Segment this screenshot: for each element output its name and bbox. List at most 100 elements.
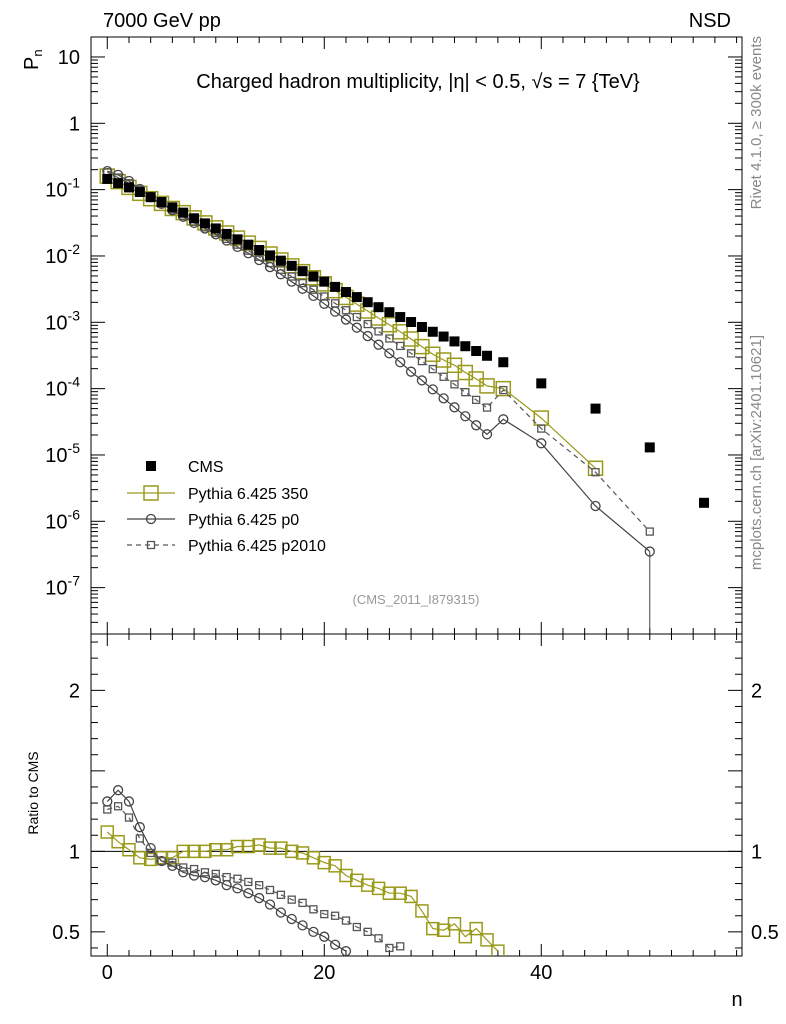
data-point [210,875,221,886]
data-point [124,813,134,822]
side-label-top: Rivet 4.1.0, ≥ 300k events [748,36,765,209]
data-point [102,796,113,807]
data-point [178,867,189,878]
y-tick-label: 10-7 [45,573,80,600]
data-point [350,873,364,888]
data-point [479,378,495,394]
data-point [244,877,253,887]
data-point [382,886,397,900]
data-point [495,380,512,397]
data-point [286,276,297,287]
y-tick-label: 1 [69,113,80,135]
data-point [330,911,340,920]
data-point [491,944,505,956]
data-point [471,420,482,431]
data-point [482,350,493,361]
data-point [309,905,318,914]
series-line [107,170,651,552]
data-point [287,272,296,281]
svg-text:Pn: Pn [21,49,45,70]
data-point [156,197,167,208]
data-point [458,929,473,944]
data-point [112,785,124,796]
data-point [384,307,395,318]
data-point [189,213,200,224]
y-tick-label: 10-6 [45,506,80,533]
data-point [385,334,394,343]
y-tick-label: 10-3 [45,307,80,334]
data-point [211,869,220,879]
data-point [415,904,429,918]
data-point [472,395,481,405]
data-point [254,254,265,266]
data-point [352,922,361,932]
data-point [340,946,352,956]
data-point [427,326,438,337]
top-panel: 10 1 10-1 10-2 10-3 10-4 10-5 10-6 10-7 [45,36,743,635]
data-point [396,341,405,351]
data-point [439,372,448,381]
data-point [199,218,210,229]
data-point [308,290,319,302]
data-point [146,461,156,471]
y-tick-label: 0.5 [52,922,80,944]
data-point [113,802,123,811]
data-point [480,933,494,947]
data-point [100,825,115,839]
data-point [306,851,321,865]
data-point [143,485,159,501]
data-point [374,327,383,336]
y-tick-label-right: 2 [751,680,762,702]
legend-label: Pythia 6.425 p0 [188,512,299,529]
data-point [373,302,384,313]
y-tick-label: 10-1 [45,175,80,202]
plot-title: Charged hadron multiplicity, |η| < 0.5, … [196,71,640,93]
data-point [449,336,460,347]
ratio-panel: 0 20 40 0.5 0.5 1 1 2 2 [52,633,779,984]
data-point [200,868,210,877]
data-point [123,182,134,193]
y-axis-label-bottom: Ratio to CMS [25,751,41,834]
data-point [134,187,145,198]
data-point [590,403,601,414]
data-point [371,881,386,896]
data-point [374,934,383,943]
legend: CMS Pythia 6.425 350 Pythia 6.425 p0 Pythia… [127,459,326,555]
data-point [154,851,169,865]
data-point [265,885,275,895]
data-point [134,822,145,833]
data-point [481,429,493,440]
data-point [536,438,547,449]
data-point [179,863,188,872]
data-point [188,870,200,881]
data-point [135,834,144,843]
data-point [187,844,201,859]
data-point [252,838,266,852]
header-left: 7000 GeV pp [103,10,221,32]
y-tick-label-right: 1 [751,841,762,863]
data-point [438,393,449,404]
data-point [591,468,600,477]
data-point [351,292,362,303]
data-point [536,378,547,389]
data-point [176,844,190,859]
data-point [393,886,407,900]
data-point [384,348,395,359]
data-point [319,931,330,942]
x-tick-label: 0 [102,962,113,984]
data-point [297,283,308,294]
data-point [275,255,286,266]
data-point [308,271,319,282]
data-point [264,899,276,910]
y-tick-label: 2 [69,680,80,702]
y-tick-label: 10-2 [45,241,80,268]
x-tick-label: 20 [313,962,335,984]
data-point [222,872,231,882]
legend-label: Pythia 6.425 p2010 [188,538,326,555]
data-point [395,312,406,323]
data-point [699,497,710,508]
data-point [298,278,307,288]
data-point [352,312,361,322]
data-point [178,207,189,218]
y-tick-label-right: 0.5 [751,922,779,944]
